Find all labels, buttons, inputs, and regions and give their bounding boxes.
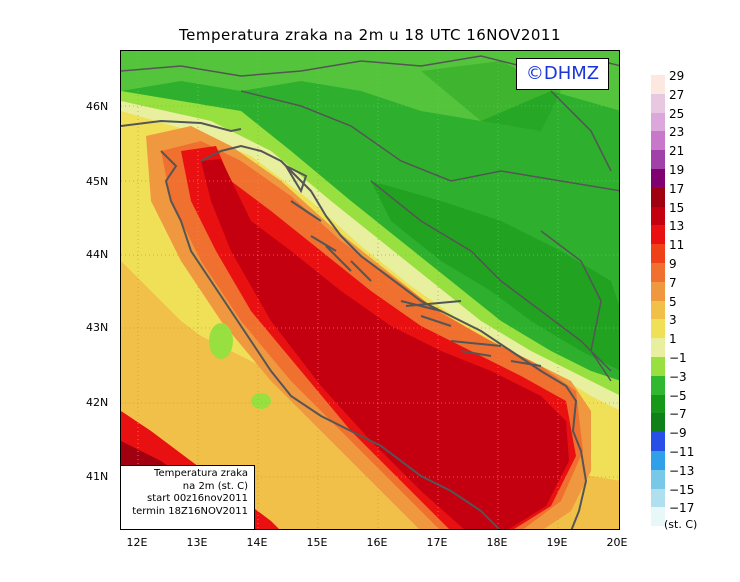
longitude-label: 20E	[606, 536, 628, 549]
copyright-badge: ©DHMZ	[516, 58, 609, 90]
legend-swatch	[651, 263, 665, 282]
longitude-label: 13E	[186, 536, 208, 549]
legend-label: 13	[669, 219, 685, 234]
legend-label: 19	[669, 163, 685, 177]
longitude-label: 17E	[426, 536, 448, 549]
longitude-label: 14E	[246, 536, 268, 549]
legend-swatch	[651, 357, 665, 376]
info-line: na 2m (st. C)	[182, 480, 248, 492]
map-info-box: Temperatura zraka na 2m (st. C) start 00…	[120, 465, 255, 530]
legend-swatch	[651, 187, 665, 207]
map-title: Temperatura zraka na 2m u 18 UTC 16NOV20…	[178, 26, 561, 44]
info-line: start 00z16nov2011	[147, 493, 248, 504]
latitude-label: 43N	[86, 321, 109, 334]
legend-swatch	[651, 225, 665, 245]
legend-swatch	[651, 244, 665, 263]
legend-label: −3	[669, 369, 687, 384]
latitude-label: 42N	[86, 396, 109, 409]
legend-label: −13	[669, 463, 695, 478]
legend-swatch	[651, 75, 665, 94]
legend-label: 5	[669, 294, 677, 309]
legend-label: −7	[669, 407, 687, 422]
legend-swatch	[651, 394, 665, 414]
legend-swatch	[651, 281, 665, 301]
legend-label: 11	[669, 238, 685, 253]
latitude-label: 44N	[86, 248, 109, 261]
longitude-label: 16E	[366, 536, 388, 549]
legend-swatch	[651, 469, 665, 489]
legend-swatch	[651, 375, 665, 395]
legend-swatch	[651, 338, 665, 357]
legend-label: 3	[669, 313, 677, 328]
legend-label: 23	[669, 125, 685, 140]
legend-swatch	[651, 169, 665, 188]
legend-unit: (st. C)	[664, 518, 698, 531]
legend-swatch	[651, 432, 665, 451]
legend-label: 15	[669, 200, 685, 215]
legend-label: −5	[669, 388, 687, 403]
longitude-label: 15E	[306, 536, 328, 549]
longitude-label: 19E	[546, 536, 568, 549]
legend-swatch	[651, 488, 665, 508]
legend-label: 25	[669, 106, 685, 121]
graticule	[121, 51, 619, 529]
legend-swatch	[651, 413, 665, 433]
legend-swatch	[651, 150, 665, 169]
legend-label: 7	[669, 275, 677, 290]
legend-swatch	[651, 451, 665, 470]
map-panel	[120, 50, 620, 530]
legend-label: −9	[669, 426, 687, 441]
legend-swatch	[651, 206, 665, 226]
longitude-label: 18E	[486, 536, 508, 549]
legend-label: 17	[669, 181, 685, 196]
legend-swatch	[651, 319, 665, 339]
legend-swatch	[651, 507, 665, 527]
legend-label: 1	[669, 332, 677, 347]
legend-label: −15	[669, 482, 695, 497]
legend-label: 21	[669, 144, 685, 159]
info-line: Temperatura zraka	[154, 468, 248, 479]
legend-swatch	[651, 131, 665, 151]
legend-label: 29	[669, 69, 685, 83]
legend-label: −1	[669, 351, 687, 365]
legend-label: −17	[669, 501, 695, 516]
latitude-label: 41N	[86, 470, 109, 483]
legend-label: 27	[669, 87, 685, 102]
latitude-label: 45N	[86, 175, 109, 188]
longitude-label: 12E	[126, 536, 148, 549]
info-line: termin 18Z16NOV2011	[132, 505, 248, 517]
legend-swatch	[651, 300, 665, 320]
legend-swatch	[651, 93, 665, 113]
temperature-map	[121, 51, 619, 529]
legend-swatch	[651, 112, 665, 132]
latitude-label: 46N	[86, 100, 109, 113]
legend-label: −11	[669, 445, 695, 459]
legend-label: 9	[669, 257, 677, 271]
